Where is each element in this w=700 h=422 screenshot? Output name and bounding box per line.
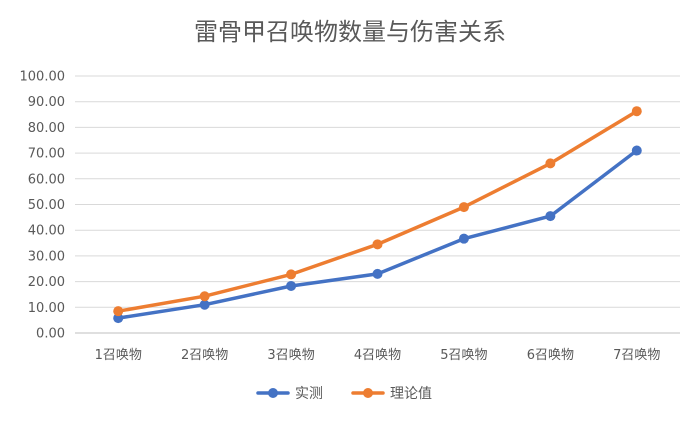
x-tick-label: 7召唤物 (613, 348, 660, 363)
legend-label: 实测 (295, 386, 323, 402)
data-point (458, 233, 469, 244)
y-tick-label: 80.00 (28, 121, 65, 136)
data-point (199, 299, 210, 310)
data-point (545, 211, 556, 222)
y-tick-label: 70.00 (28, 147, 65, 162)
chart-title: 雷骨甲召唤物数量与伤害关系 (194, 18, 506, 46)
grid-layer (75, 75, 680, 334)
x-tick-label: 2召唤物 (181, 348, 228, 363)
y-tick-label: 60.00 (28, 172, 65, 187)
y-tick-label: 20.00 (28, 275, 65, 290)
series-layer (113, 106, 642, 324)
series-line (116, 148, 639, 320)
y-tick-label: 30.00 (28, 249, 65, 264)
data-point (631, 145, 642, 156)
x-tick-label: 3召唤物 (267, 348, 314, 363)
data-point (286, 280, 297, 291)
data-point (458, 202, 469, 213)
data-point (631, 106, 642, 117)
legend: 实测 理论值 (256, 386, 432, 402)
x-tick-label: 4召唤物 (354, 348, 401, 363)
x-tick-label: 5召唤物 (440, 348, 487, 363)
legend-marker (363, 388, 373, 398)
x-axis-ticks: 1召唤物 2召唤物 3召唤物 4召唤物 5召唤物 6召唤物 7召唤物 (95, 348, 661, 363)
y-tick-label: 40.00 (28, 224, 65, 239)
data-point (372, 239, 383, 250)
data-point (113, 306, 124, 317)
y-tick-label: 50.00 (28, 198, 65, 213)
y-tick-label: 100.00 (20, 70, 66, 85)
data-point (113, 313, 124, 324)
x-tick-label: 6召唤物 (527, 348, 574, 363)
legend-label: 理论值 (390, 386, 432, 402)
x-tick-label: 1召唤物 (95, 348, 142, 363)
legend-marker (268, 388, 278, 398)
y-tick-label: 90.00 (28, 95, 65, 110)
y-tick-label: 0.00 (36, 327, 65, 342)
data-point (545, 158, 556, 169)
data-point (199, 291, 210, 302)
data-point (286, 269, 297, 280)
y-tick-label: 10.00 (28, 301, 65, 316)
data-point (372, 268, 383, 279)
y-axis-ticks: 0.00 10.00 20.00 30.00 40.00 50.00 60.00 70.00 8… (20, 70, 66, 342)
